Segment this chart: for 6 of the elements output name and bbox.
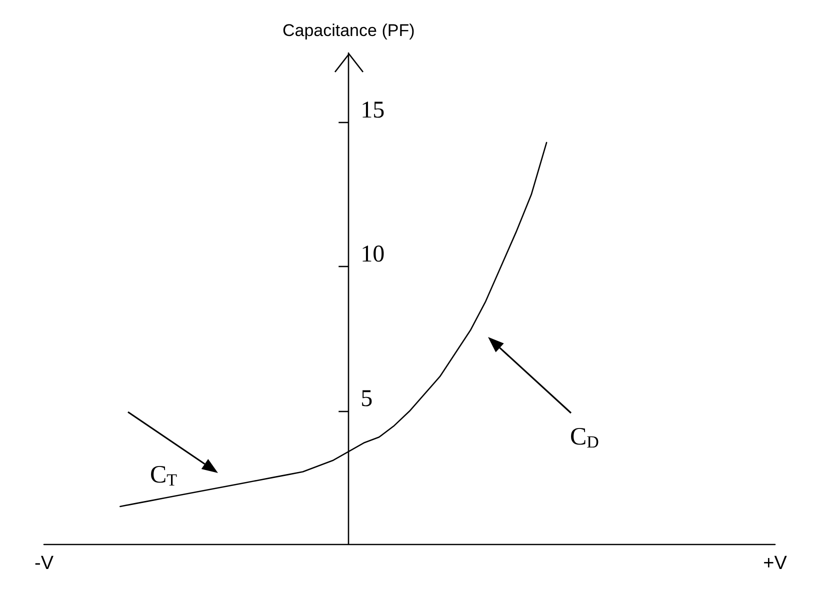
y-axis-title: Capacitance (PF) xyxy=(282,21,415,40)
y-tick-label: 10 xyxy=(360,242,385,268)
x-tick-label: +V xyxy=(763,553,788,574)
x-tick-label: -V xyxy=(34,553,54,574)
y-tick-label: 5 xyxy=(360,386,373,412)
y-tick-label: 15 xyxy=(360,97,385,124)
